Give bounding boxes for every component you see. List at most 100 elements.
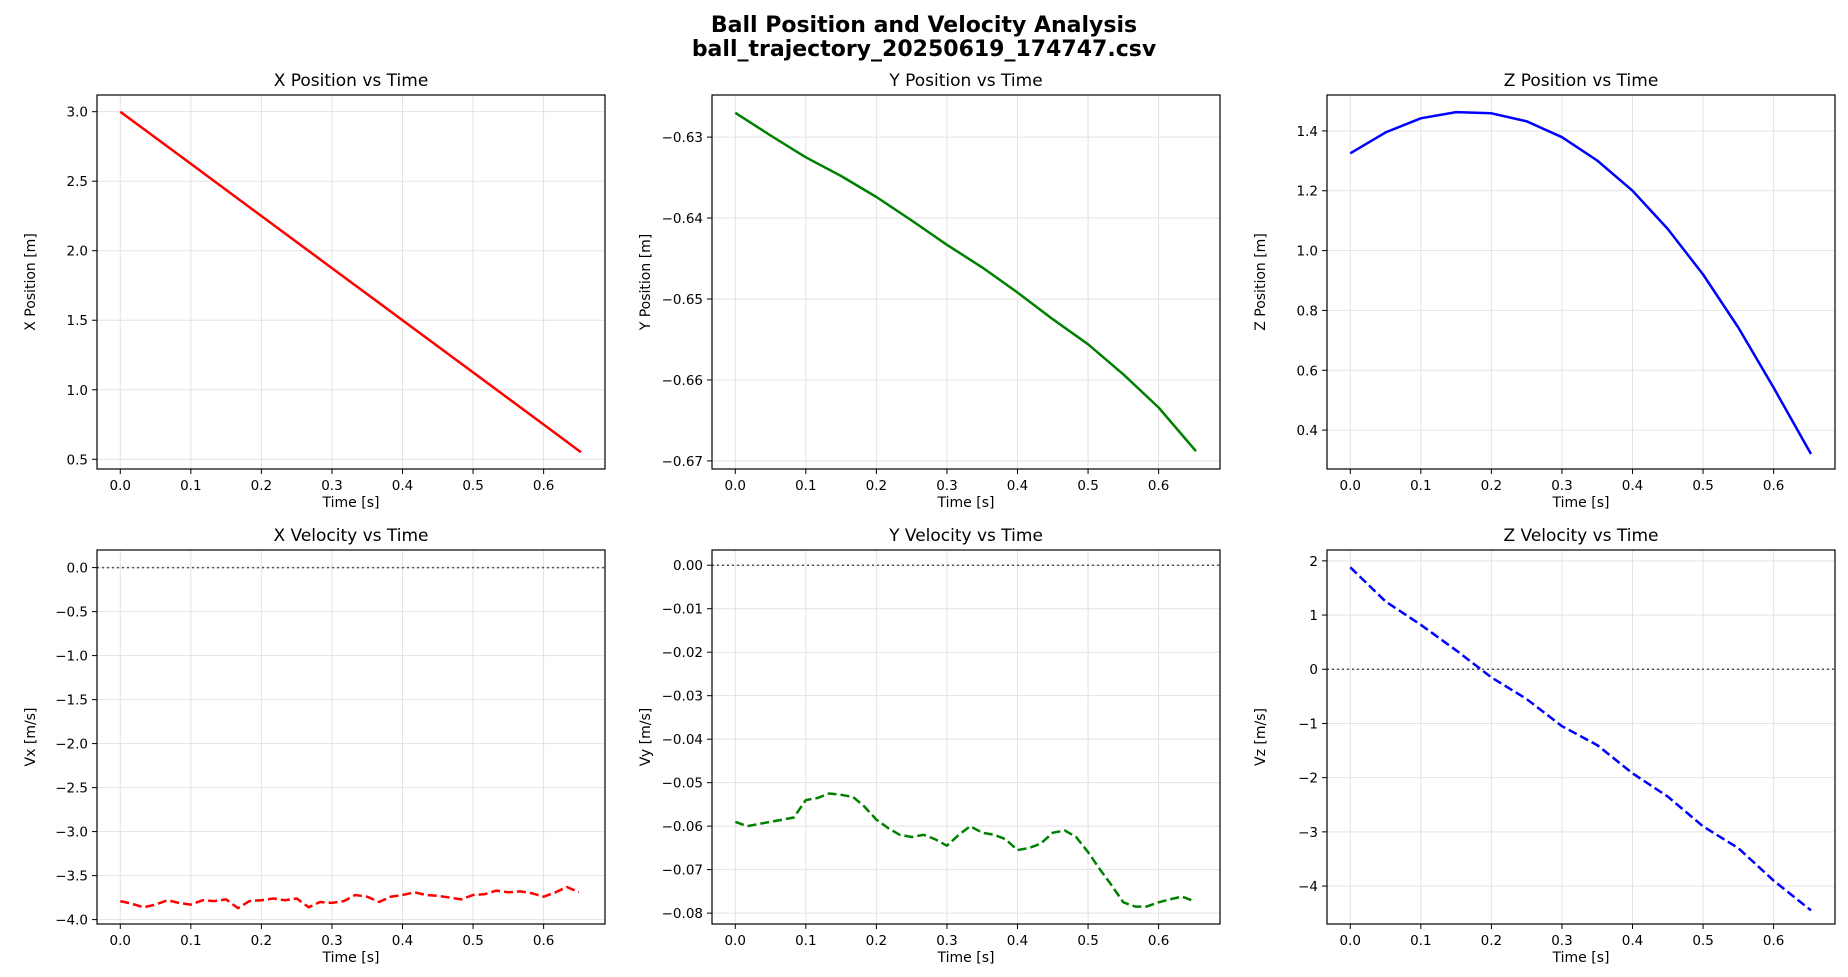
x-tick-label: 0.3 xyxy=(1551,933,1572,949)
subplot-3: 0.0 0.1 0.2 0.3 0.4 0.5 0.6 0.4 0.6 0.8 1.0 1.2 1.4 Z… xyxy=(1253,71,1836,511)
x-tick-label: 0.4 xyxy=(392,933,413,949)
axes-frame xyxy=(96,549,606,925)
y-tick-label: −2.0 xyxy=(55,737,88,753)
series-line-1 xyxy=(1349,566,1812,912)
y-tick-label: 0.8 xyxy=(1297,303,1318,319)
y-tick-label: −3 xyxy=(1298,825,1318,841)
x-tick-label: 0.6 xyxy=(533,478,554,494)
x-axis-label: Time [s] xyxy=(937,950,995,966)
y-tick-label: −0.67 xyxy=(662,454,703,470)
subplot-title: X Velocity vs Time xyxy=(273,526,428,546)
y-tick-label: −0.5 xyxy=(55,605,88,621)
x-tick-label: 0.1 xyxy=(1410,933,1431,949)
subplot-title: X Position vs Time xyxy=(274,71,429,91)
y-tick-label: −2 xyxy=(1298,771,1318,787)
x-tick-label: 0.3 xyxy=(936,478,957,494)
x-axis-label: Time [s] xyxy=(1552,495,1610,511)
y-tick-label: 1 xyxy=(1309,608,1318,624)
subplot-title: Y Position vs Time xyxy=(888,71,1042,91)
figure-title-line2: ball_trajectory_20250619_174747.csv xyxy=(691,37,1157,62)
x-tick-label: 0.6 xyxy=(1763,478,1784,494)
x-tick-label: 0.5 xyxy=(462,478,483,494)
x-tick-label: 0.5 xyxy=(1077,933,1098,949)
y-tick-label: −0.66 xyxy=(662,373,703,389)
y-axis-label: Y Position [m] xyxy=(638,234,654,332)
y-tick-label: −3.0 xyxy=(55,825,88,841)
y-tick-label: 0.4 xyxy=(1297,423,1318,439)
x-tick-label: 0.1 xyxy=(180,478,201,494)
x-tick-label: 0.4 xyxy=(392,478,413,494)
x-axis-label: Time [s] xyxy=(322,950,380,966)
x-tick-label: 0.0 xyxy=(110,478,131,494)
y-tick-label: −4 xyxy=(1298,879,1318,895)
x-tick-label: 0.0 xyxy=(110,933,131,949)
x-tick-label: 0.4 xyxy=(1007,478,1028,494)
y-tick-label: −1 xyxy=(1298,716,1318,732)
x-tick-label: 0.6 xyxy=(1148,933,1169,949)
x-tick-label: 0.6 xyxy=(1148,478,1169,494)
axes-frame xyxy=(711,549,1221,925)
y-axis-label: Vy [m/s] xyxy=(638,708,654,767)
x-tick-label: 0.4 xyxy=(1622,478,1643,494)
x-tick-label: 0.4 xyxy=(1007,933,1028,949)
x-tick-label: 0.0 xyxy=(725,478,746,494)
x-tick-label: 0.2 xyxy=(1481,933,1502,949)
axes-frame xyxy=(1326,94,1836,470)
y-tick-label: −0.63 xyxy=(662,130,703,146)
series-line-1 xyxy=(734,792,1195,908)
x-tick-label: 0.3 xyxy=(321,933,342,949)
subplot-title: Z Velocity vs Time xyxy=(1503,526,1658,546)
subplot-5: 0.0 0.1 0.2 0.3 0.4 0.5 0.6 −0.08 −0.07 −0.06 −0.0… xyxy=(638,526,1221,966)
x-tick-label: 0.2 xyxy=(251,478,272,494)
subplot-1: 0.0 0.1 0.2 0.3 0.4 0.5 0.6 0.5 1.0 1.5 2.0 2.5 3.0 X… xyxy=(23,71,606,511)
x-tick-label: 0.4 xyxy=(1622,933,1643,949)
series-line-1 xyxy=(1349,110,1813,455)
x-tick-label: 0.2 xyxy=(866,478,887,494)
x-tick-label: 0.5 xyxy=(462,933,483,949)
x-axis-label: Time [s] xyxy=(322,495,380,511)
subplot-6: 0.0 0.1 0.2 0.3 0.4 0.5 0.6 −4 −3 −2 −1 0 1 2 Z Veloci… xyxy=(1253,526,1836,966)
axes-frame xyxy=(1326,549,1836,925)
x-axis-label: Time [s] xyxy=(937,495,995,511)
x-tick-label: 0.2 xyxy=(1481,478,1502,494)
x-tick-label: 0.3 xyxy=(321,478,342,494)
x-tick-label: 0.0 xyxy=(725,933,746,949)
y-tick-label: −2.5 xyxy=(55,781,88,797)
y-tick-label: 0.00 xyxy=(673,558,703,574)
y-tick-label: −4.0 xyxy=(55,913,88,929)
x-tick-label: 0.1 xyxy=(180,933,201,949)
y-tick-label: 0.6 xyxy=(1297,363,1318,379)
y-tick-label: 1.5 xyxy=(67,313,88,329)
y-tick-label: −0.02 xyxy=(662,645,703,661)
y-tick-label: −1.0 xyxy=(55,649,88,665)
x-tick-label: 0.2 xyxy=(866,933,887,949)
y-tick-label: −0.08 xyxy=(662,906,703,922)
y-tick-label: −0.07 xyxy=(662,863,703,879)
y-tick-label: −0.04 xyxy=(662,732,703,748)
figure-title: Ball Position and Velocity Analysis ball… xyxy=(0,14,1848,62)
y-tick-label: −0.01 xyxy=(662,602,703,618)
subplot-title: Y Velocity vs Time xyxy=(888,526,1043,546)
x-tick-label: 0.6 xyxy=(1763,933,1784,949)
x-tick-label: 0.5 xyxy=(1077,478,1098,494)
axes-frame xyxy=(711,94,1221,470)
y-tick-label: 1.4 xyxy=(1297,124,1318,140)
x-tick-label: 0.1 xyxy=(795,478,816,494)
subplot-2: 0.0 0.1 0.2 0.3 0.4 0.5 0.6 −0.67 −0.66 −0.65 −0.6… xyxy=(638,71,1221,511)
y-tick-label: 2.5 xyxy=(67,174,88,190)
x-tick-label: 0.3 xyxy=(1551,478,1572,494)
figure-title-line1: Ball Position and Velocity Analysis xyxy=(710,13,1138,38)
subplot-4: 0.0 0.1 0.2 0.3 0.4 0.5 0.6 −4.0 −3.5 −3.0 −2.5 −2.… xyxy=(23,526,606,966)
x-tick-label: 0.6 xyxy=(533,933,554,949)
x-axis-label: Time [s] xyxy=(1552,950,1610,966)
x-tick-label: 0.3 xyxy=(936,933,957,949)
subplot-title: Z Position vs Time xyxy=(1504,71,1659,91)
series-line-1 xyxy=(119,110,582,454)
y-tick-label: 1.0 xyxy=(1297,244,1318,260)
y-tick-label: 1.0 xyxy=(67,383,88,399)
y-tick-label: −3.5 xyxy=(55,869,88,885)
y-tick-label: −0.65 xyxy=(662,292,703,308)
series-line-1 xyxy=(120,885,580,910)
